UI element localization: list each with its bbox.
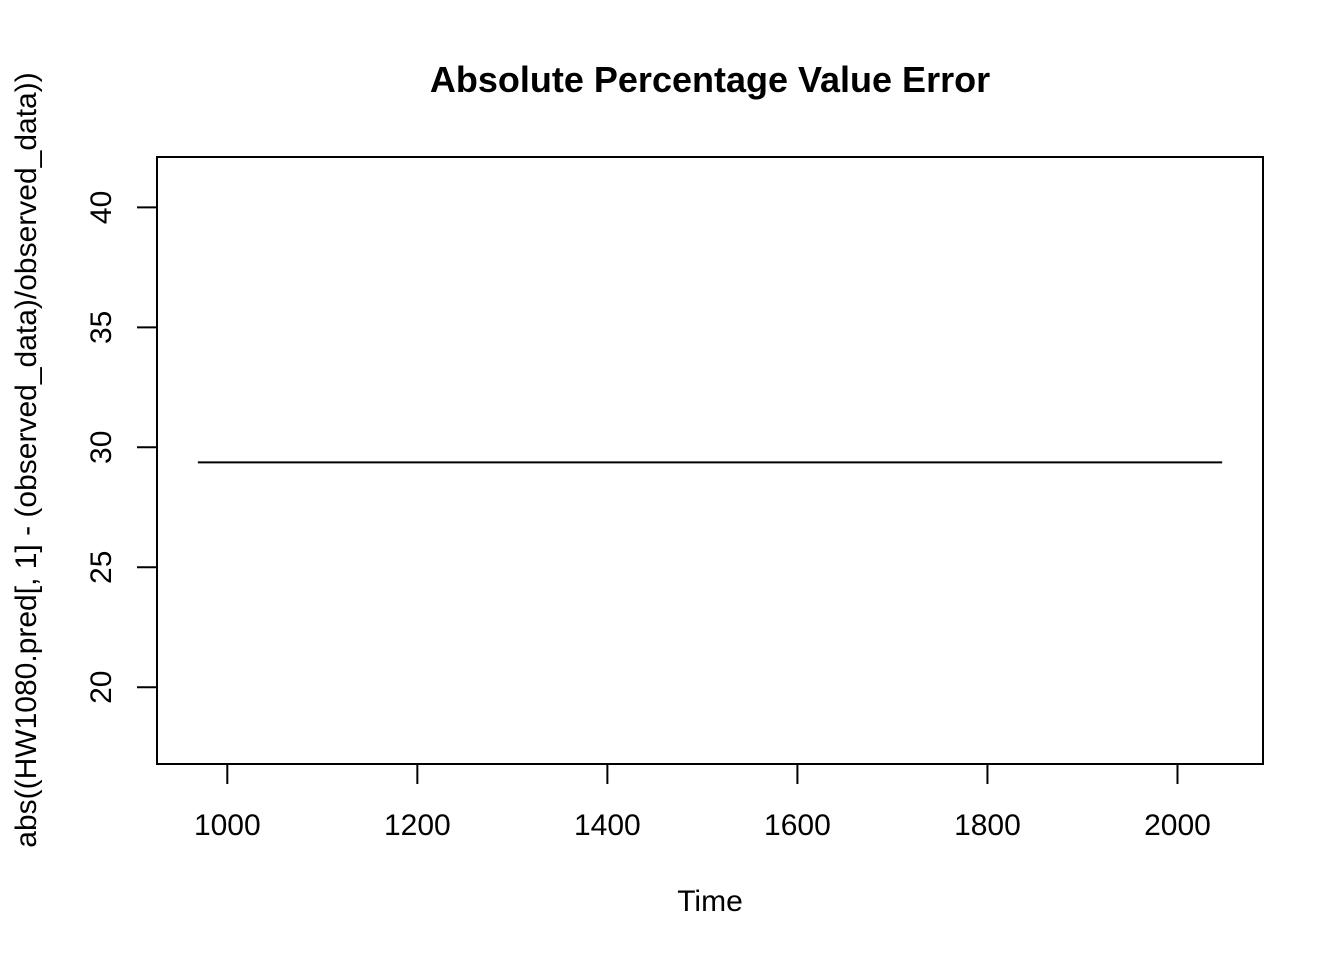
y-tick-label: 40 — [85, 191, 118, 224]
x-axis-label: Time — [677, 885, 743, 918]
y-tick-label: 30 — [85, 431, 118, 464]
y-tick-label: 25 — [85, 551, 118, 584]
x-tick-label: 1600 — [764, 809, 831, 842]
y-tick-label: 20 — [85, 671, 118, 704]
y-tick-label: 35 — [85, 311, 118, 344]
x-tick-label: 1400 — [574, 809, 641, 842]
x-tick-label: 2000 — [1144, 809, 1211, 842]
x-tick-label: 1200 — [384, 809, 451, 842]
x-tick-label: 1800 — [954, 809, 1021, 842]
plot-frame — [156, 156, 1264, 765]
chart-title: Absolute Percentage Value Error — [430, 59, 990, 100]
x-axis: 1000 1200 1400 1600 1800 2000 — [194, 763, 1211, 842]
y-axis: 20 25 30 35 40 — [85, 191, 158, 704]
y-axis-label: abs((HW1080.pred[, 1] - (observed_data)/… — [10, 72, 43, 847]
x-tick-label: 1000 — [194, 809, 261, 842]
